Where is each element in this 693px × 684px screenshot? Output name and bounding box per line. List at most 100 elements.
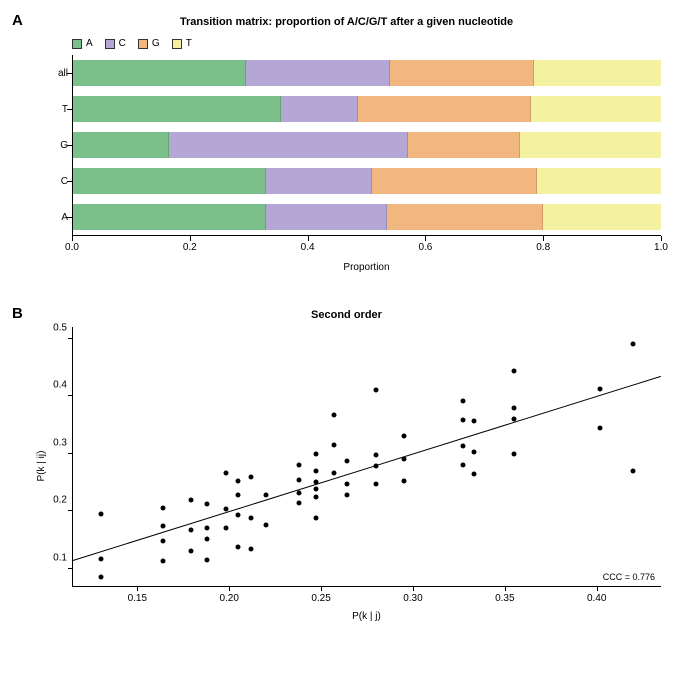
legend-swatch — [72, 39, 82, 49]
bar-row: C — [72, 163, 661, 199]
xtick-label: 0.30 — [403, 593, 422, 604]
bar-track — [72, 96, 661, 122]
bar-segment — [543, 204, 661, 230]
scatter-point — [188, 527, 193, 532]
scatter-point — [460, 398, 465, 403]
scatter-point — [98, 575, 103, 580]
scatter-point — [460, 443, 465, 448]
scatter-point — [512, 451, 517, 456]
scatter-point — [263, 493, 268, 498]
scatter-point — [460, 463, 465, 468]
bar-segment — [408, 132, 520, 158]
bar-segment — [266, 204, 387, 230]
scatter-point — [471, 449, 476, 454]
scatter-point — [188, 549, 193, 554]
panel-b-ytitle: P(k | ij) — [36, 450, 47, 481]
xtick-label: 0.6 — [418, 242, 432, 253]
scatter-point — [313, 451, 318, 456]
legend-label: C — [119, 38, 126, 49]
scatter-point — [98, 556, 103, 561]
bar-segment — [72, 168, 266, 194]
ytick — [68, 395, 73, 396]
legend-label: G — [152, 38, 160, 49]
scatter-point — [188, 497, 193, 502]
bar-row: T — [72, 91, 661, 127]
legend-item: G — [138, 38, 160, 49]
scatter-point — [512, 405, 517, 410]
bar-track — [72, 132, 661, 158]
scatter-point — [331, 412, 336, 417]
scatter-point — [161, 559, 166, 564]
scatter-point — [598, 425, 603, 430]
bar-row: G — [72, 127, 661, 163]
ytick-label: 0.3 — [41, 437, 67, 448]
panel-b-title: Second order — [12, 309, 681, 321]
legend-item: A — [72, 38, 93, 49]
ytick — [68, 510, 73, 511]
xtick-label: 1.0 — [654, 242, 668, 253]
panel-a-yaxis-line — [72, 55, 73, 236]
ytick — [68, 568, 73, 569]
panel-a-bars: allTGCA — [72, 55, 661, 236]
scatter-point — [223, 526, 228, 531]
bar-row-label: T — [50, 104, 68, 115]
bar-segment — [246, 60, 390, 86]
legend-swatch — [172, 39, 182, 49]
xtick — [190, 236, 191, 241]
ytick-label: 0.1 — [41, 552, 67, 563]
bar-segment — [72, 132, 169, 158]
panel-b-xtitle: P(k | j) — [72, 611, 661, 622]
bar-segment — [72, 96, 281, 122]
bar-segment — [534, 60, 661, 86]
xtick-label: 0.15 — [128, 593, 147, 604]
legend-label: T — [186, 38, 192, 49]
bar-segment — [72, 204, 266, 230]
xtick-label: 0.40 — [587, 593, 606, 604]
scatter-point — [344, 493, 349, 498]
scatter-point — [297, 501, 302, 506]
scatter-point — [313, 516, 318, 521]
xtick-label: 0.4 — [301, 242, 315, 253]
xtick — [543, 236, 544, 241]
regression-line — [73, 376, 661, 561]
scatter-point — [249, 515, 254, 520]
bar-track — [72, 204, 661, 230]
xtick — [308, 236, 309, 241]
bar-segment — [72, 60, 246, 86]
legend-item: C — [105, 38, 126, 49]
scatter-point — [205, 558, 210, 563]
scatter-point — [344, 458, 349, 463]
scatter-point — [297, 463, 302, 468]
scatter-point — [313, 468, 318, 473]
scatter-point — [460, 418, 465, 423]
scatter-point — [331, 443, 336, 448]
xtick — [425, 236, 426, 241]
scatter-point — [374, 388, 379, 393]
bar-row-label: all — [50, 68, 68, 79]
legend-item: T — [172, 38, 192, 49]
ccc-label: CCC = 0.776 — [603, 572, 655, 582]
scatter-point — [401, 434, 406, 439]
bar-track — [72, 168, 661, 194]
scatter-point — [631, 468, 636, 473]
scatter-point — [631, 342, 636, 347]
scatter-point — [223, 471, 228, 476]
bar-row: A — [72, 199, 661, 235]
legend-label: A — [86, 38, 93, 49]
scatter-point — [161, 539, 166, 544]
scatter-point — [297, 478, 302, 483]
scatter-point — [98, 512, 103, 517]
panel-a-title: Transition matrix: proportion of A/C/G/T… — [12, 16, 681, 28]
xtick-label: 0.2 — [183, 242, 197, 253]
ytick-label: 0.5 — [41, 322, 67, 333]
ytick-label: 0.2 — [41, 495, 67, 506]
bar-segment — [281, 96, 358, 122]
scatter-point — [263, 523, 268, 528]
scatter-point — [297, 490, 302, 495]
scatter-point — [471, 418, 476, 423]
scatter-point — [205, 536, 210, 541]
bar-segment — [390, 60, 534, 86]
bar-segment — [169, 132, 408, 158]
scatter-point — [205, 502, 210, 507]
panel-a-legend: ACGT — [72, 38, 681, 49]
